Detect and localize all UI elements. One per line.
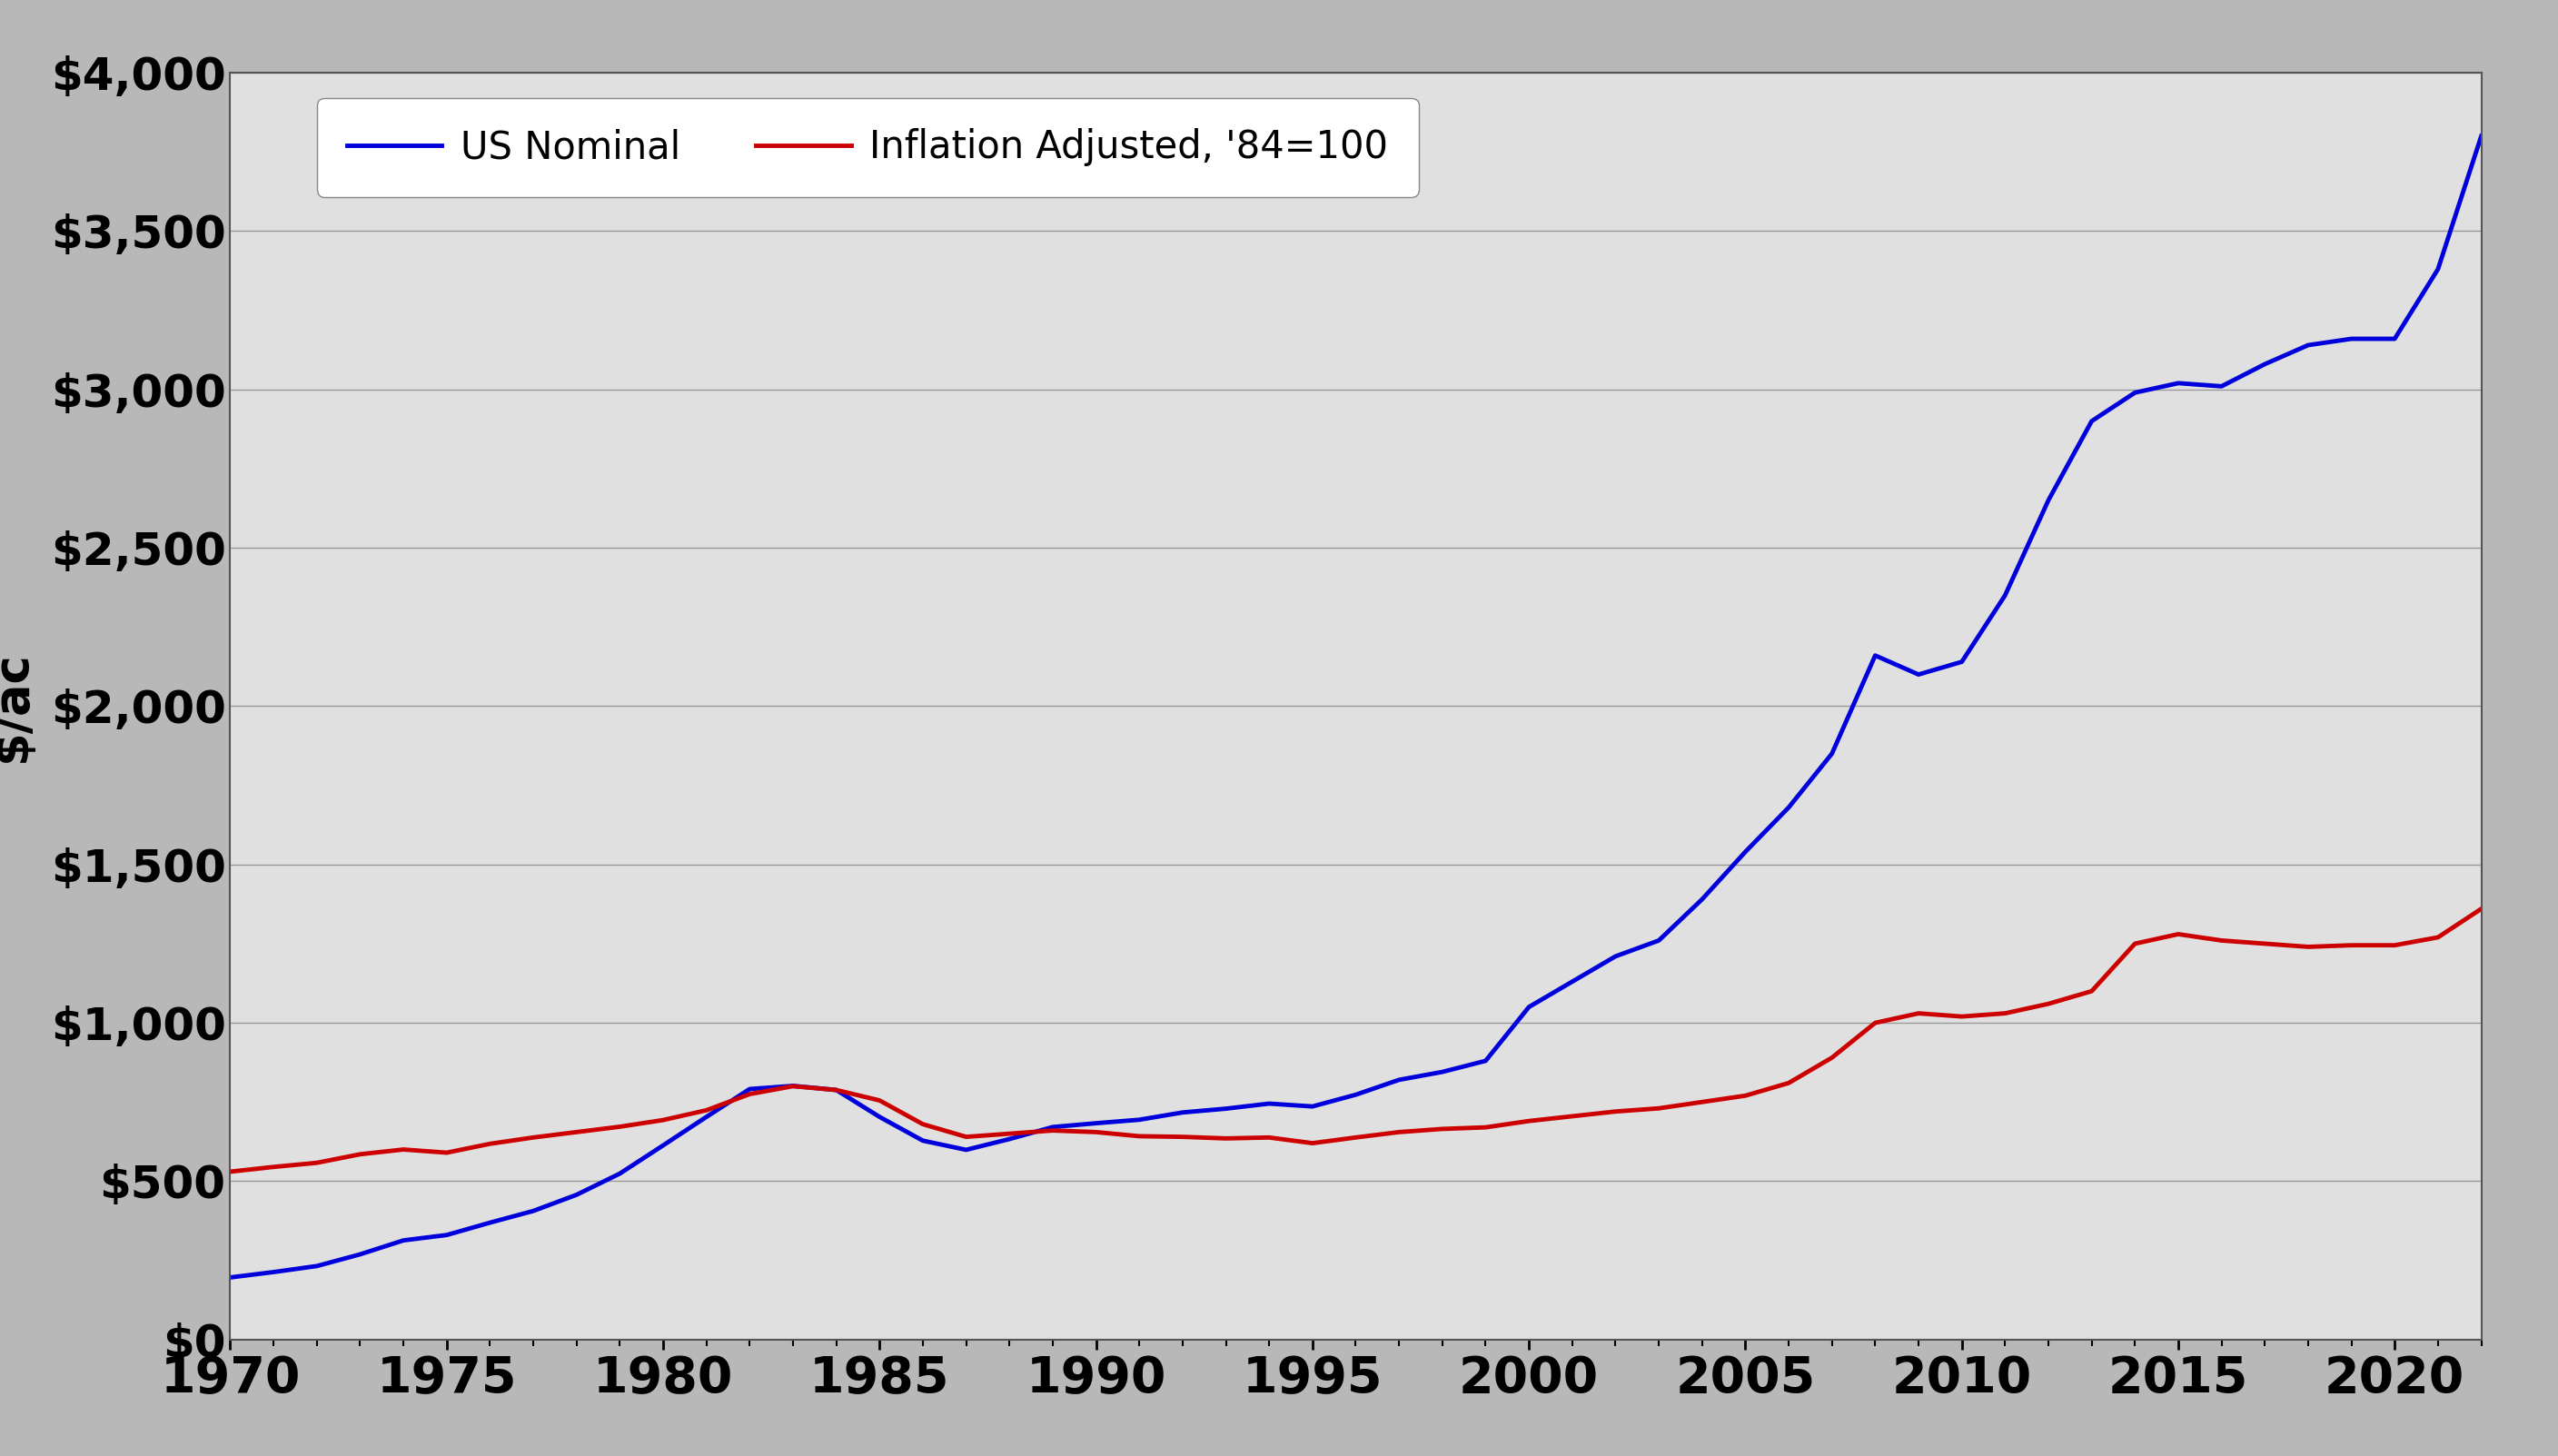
Inflation Adjusted, '84=100: [1947, 1008, 1977, 1025]
US Nominal: [2466, 128, 2497, 146]
US Nominal: [1947, 654, 1977, 671]
Line: US Nominal: US Nominal: [230, 137, 2481, 1277]
US Nominal: [215, 1268, 246, 1286]
Inflation Adjusted, '84=100: [1558, 1108, 1589, 1125]
Inflation Adjusted, '84=100: [215, 1163, 246, 1181]
US Nominal: [1514, 999, 1545, 1016]
US Nominal: [2205, 377, 2236, 395]
Inflation Adjusted, '84=100: [2205, 932, 2236, 949]
Inflation Adjusted, '84=100: [2466, 900, 2497, 917]
Inflation Adjusted, '84=100: [1642, 1099, 1673, 1117]
Inflation Adjusted, '84=100: [1514, 1112, 1545, 1130]
Legend: US Nominal, Inflation Adjusted, '84=100: US Nominal, Inflation Adjusted, '84=100: [317, 98, 1420, 197]
US Nominal: [821, 1082, 852, 1099]
Y-axis label: $/ac: $/ac: [0, 651, 36, 761]
Line: Inflation Adjusted, '84=100: Inflation Adjusted, '84=100: [230, 909, 2481, 1172]
US Nominal: [1642, 932, 1673, 949]
US Nominal: [1558, 973, 1589, 990]
Inflation Adjusted, '84=100: [821, 1082, 852, 1099]
